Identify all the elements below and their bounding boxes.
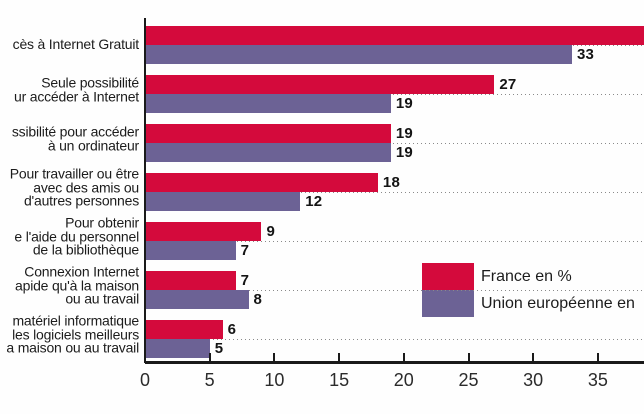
category-gridline [145, 241, 644, 242]
eu-bar [145, 241, 236, 260]
category-label: Connexion Internet apide qu'à la maison ou… [0, 263, 139, 307]
france-bar [145, 75, 495, 94]
x-axis-line [145, 361, 644, 364]
category-gridline [145, 192, 644, 193]
eu-value-label: 19 [395, 144, 413, 161]
eu-value-label: 5 [214, 340, 224, 357]
category-label-line: ur accéder à Internet [14, 88, 139, 104]
france-value-label: 7 [240, 272, 250, 289]
france-bar [145, 173, 378, 192]
eu-value-label: 12 [305, 193, 323, 210]
france-bar [145, 271, 236, 290]
eu-bar [145, 192, 301, 211]
category-label-line: de la bibliothèque [32, 241, 139, 258]
france-bar [145, 222, 262, 241]
category-label: Pour travailler ou être avec des amis ou d… [0, 165, 139, 209]
x-tick [273, 353, 276, 361]
legend-label-eu: Union européenne en [481, 295, 635, 312]
eu-value-label: 33 [577, 46, 595, 63]
x-tick-label: 0 [139, 370, 151, 390]
x-tick-label: 35 [587, 370, 608, 390]
category-label-line: à un ordinateur [47, 137, 139, 153]
france-bar [145, 26, 644, 45]
category-label-line: Pour obtenir [65, 214, 139, 231]
x-tick-label: 5 [204, 370, 215, 390]
category-gridline [145, 290, 644, 291]
eu-bar [145, 143, 391, 162]
france-value-label: 27 [499, 76, 517, 93]
eu-bar [145, 45, 573, 64]
x-tick-label: 25 [458, 370, 479, 390]
france-value-label: 9 [266, 223, 275, 240]
x-tick-label: 20 [393, 370, 414, 390]
category-label-line: cès à Internet Gratuit [12, 36, 140, 53]
category-label: cès à Internet Gratuit [0, 36, 140, 53]
eu-value-label: 8 [253, 291, 263, 308]
category-label: matériel informatique les logiciels meill… [0, 312, 139, 356]
category-label-line: e l'aide du personnel [14, 228, 139, 245]
france-value-label: 19 [395, 125, 413, 142]
eu-bar [145, 339, 210, 358]
eu-bar [145, 290, 249, 309]
category-label: Seule possibilité ur accéder à Internet [0, 76, 139, 103]
category-label-line: apide qu'à la maison [15, 277, 139, 294]
x-tick [402, 353, 405, 361]
x-tick [596, 353, 599, 361]
category-label-line: Connexion Internet [24, 263, 139, 280]
category-label-line: ssibilité pour accéder [11, 123, 139, 140]
x-tick [532, 353, 535, 361]
eu-value-label: 19 [395, 95, 413, 112]
category-label-line: d'autres personnes [23, 192, 139, 209]
category-label-line: avec des amis ou [33, 179, 139, 196]
category-label: Pour obtenir e l'aide du personnel de la b… [0, 214, 139, 258]
category-gridline [145, 143, 644, 144]
y-axis-line [144, 18, 146, 363]
france-bar [145, 124, 391, 143]
category-label-line: Pour travailler ou être [9, 165, 139, 182]
x-tick [338, 353, 341, 361]
category-gridline [145, 94, 644, 95]
category-label-line: ou au travail [65, 290, 139, 307]
category-label-line: matériel informatique [12, 312, 139, 329]
x-tick [208, 353, 211, 361]
category-gridline [145, 339, 644, 340]
category-label: ssibilité pour accéder à un ordinateur [0, 125, 139, 152]
france-value-label: 6 [227, 321, 237, 338]
category-label-line: les logiciels meilleurs [12, 326, 139, 343]
legend-swatch-france [422, 263, 474, 290]
x-tick-label: 10 [264, 370, 285, 390]
france-value-label: 18 [382, 174, 400, 191]
france-bar [145, 320, 223, 339]
x-tick-label: 15 [329, 370, 350, 390]
x-tick [467, 353, 470, 361]
legend-swatch-eu [422, 290, 474, 317]
category-label-line: Seule possibilité [41, 74, 139, 91]
legend-label-france: France en % [481, 268, 572, 285]
eu-value-label: 7 [240, 242, 250, 259]
x-tick-label: 30 [523, 370, 544, 390]
category-label-line: a maison ou au travail [6, 339, 139, 356]
eu-bar [145, 94, 391, 113]
